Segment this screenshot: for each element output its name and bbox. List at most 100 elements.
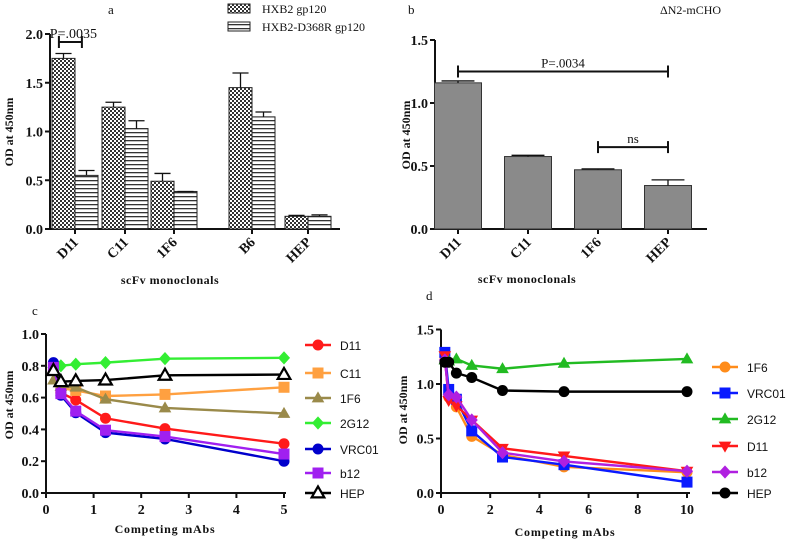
data-point-b12 [680, 464, 694, 478]
data-point-hep [681, 386, 693, 398]
data-point-hep [558, 386, 570, 398]
x-tick-label: HEP [284, 235, 315, 266]
legend-swatch [227, 3, 251, 14]
data-point-hep [275, 365, 293, 381]
bar-hep [644, 185, 692, 230]
data-point-vrc01 [466, 425, 478, 437]
legend-swatch [227, 21, 251, 32]
data-point-2g12 [99, 356, 112, 370]
x-tick-label: 6 [585, 503, 592, 518]
bar-hxb2-d368r-gp120-c11 [124, 128, 149, 230]
legend-label: HXB2-D368R gp120 [262, 20, 365, 34]
bar-hxb2-gp120-hep [284, 215, 309, 230]
panel-letter-b: b [408, 2, 415, 17]
y-tick-label: 0.0 [26, 223, 44, 238]
legend-label: D11 [747, 440, 768, 454]
legend-marker-1f6 [311, 391, 325, 403]
x-tick-label: HEP [644, 235, 675, 266]
y-axis-label: OD at 450nm [2, 371, 16, 440]
x-tick-label: B6 [237, 235, 259, 257]
data-point-hep [45, 361, 62, 377]
legend-marker-1f6 [719, 361, 731, 373]
bar-hxb2-d368r-gp120-hep [307, 215, 332, 230]
data-point-hep [97, 371, 114, 386]
x-tick-label: C11 [508, 235, 535, 262]
legend-label: 1F6 [340, 392, 361, 406]
data-point-b12 [442, 388, 455, 402]
data-point-hep [67, 372, 84, 387]
bar-hxb2-d368r-gp120-b6 [251, 116, 276, 230]
bar-hxb2-gp120-d11 [51, 57, 76, 230]
y-tick-label: 0.8 [22, 360, 40, 375]
x-tick-label: 0 [438, 503, 445, 518]
legend-marker-hep [309, 484, 327, 499]
x-tick-label: 4 [233, 503, 240, 518]
data-point-hep [443, 356, 455, 368]
data-point-b12 [100, 424, 111, 436]
data-point-hep [466, 371, 478, 383]
x-tick-label: D11 [55, 235, 82, 262]
data-point-b12 [496, 446, 509, 460]
data-point-2g12 [680, 352, 694, 364]
y-tick-label: 1.5 [26, 77, 44, 92]
y-tick-label: 0.0 [417, 487, 435, 502]
y-tick-label: 0.2 [22, 455, 40, 470]
x-axis-label: scFv monoclonals [478, 272, 576, 286]
legend-label: VRC01 [340, 443, 379, 457]
legend-marker-d11 [312, 339, 324, 351]
y-tick-label: 0.5 [417, 433, 435, 448]
y-tick-label: 0.4 [22, 423, 40, 438]
data-point-2g12 [158, 352, 172, 366]
significance-label: P=.0034 [541, 56, 585, 71]
data-point-d11 [70, 394, 82, 406]
panel-letter-d: d [426, 288, 433, 303]
y-tick-label: 0.5 [411, 160, 429, 175]
legend-label: 1F6 [747, 361, 768, 375]
y-tick-label: 1.5 [417, 324, 435, 339]
data-point-vrc01 [681, 476, 693, 488]
x-axis-label: Competing mAbs [515, 525, 616, 539]
data-point-b12 [55, 388, 67, 400]
y-axis-label: OD at 450nm [396, 376, 410, 445]
bar-c11 [504, 156, 552, 230]
x-tick-label: D11 [438, 235, 465, 262]
legend-label: b12 [747, 466, 767, 480]
data-point-1f6 [277, 406, 291, 418]
y-tick-label: 1.0 [417, 378, 435, 393]
legend-label: 2G12 [747, 413, 777, 427]
x-tick-label: 5 [281, 503, 288, 518]
legend-label: D11 [340, 339, 361, 353]
legend-marker-b12 [312, 467, 324, 479]
data-point-1f6 [99, 392, 112, 404]
legend-label: b12 [340, 467, 360, 481]
data-point-2g12 [496, 362, 509, 374]
legend-marker-vrc01 [719, 387, 731, 399]
x-tick-label: 3 [185, 503, 192, 518]
legend-marker-vrc01 [312, 443, 324, 455]
data-point-2g12 [465, 358, 479, 370]
legend-label: C11 [340, 367, 361, 381]
x-tick-label: 10 [680, 503, 694, 518]
data-point-b12 [278, 448, 290, 460]
x-tick-label: 8 [634, 503, 641, 518]
significance-label: P=.0035 [50, 27, 97, 42]
x-tick-label: 2 [487, 503, 494, 518]
legend-marker-c11 [312, 367, 324, 379]
data-point-b12 [465, 413, 478, 427]
data-point-hep [497, 385, 508, 397]
legend-marker-2g12 [311, 416, 325, 430]
legend-label: 2G12 [340, 417, 370, 431]
data-point-d11 [100, 412, 111, 424]
y-axis-label: OD at 450nm [399, 101, 413, 170]
legend-label: HEP [747, 487, 772, 501]
y-tick-label: 0.6 [22, 392, 40, 407]
data-point-b12 [159, 431, 171, 443]
x-tick-label: 1F6 [154, 235, 181, 262]
x-tick-label: 4 [536, 503, 543, 518]
bar-hxb2-gp120-b6 [228, 87, 253, 230]
x-tick-label: 1F6 [578, 235, 605, 262]
y-tick-label: 2.0 [26, 28, 44, 43]
data-point-hep [450, 367, 462, 379]
y-axis-label: OD at 450nm [2, 98, 16, 167]
x-axis-label: scFv monoclonals [121, 273, 219, 287]
